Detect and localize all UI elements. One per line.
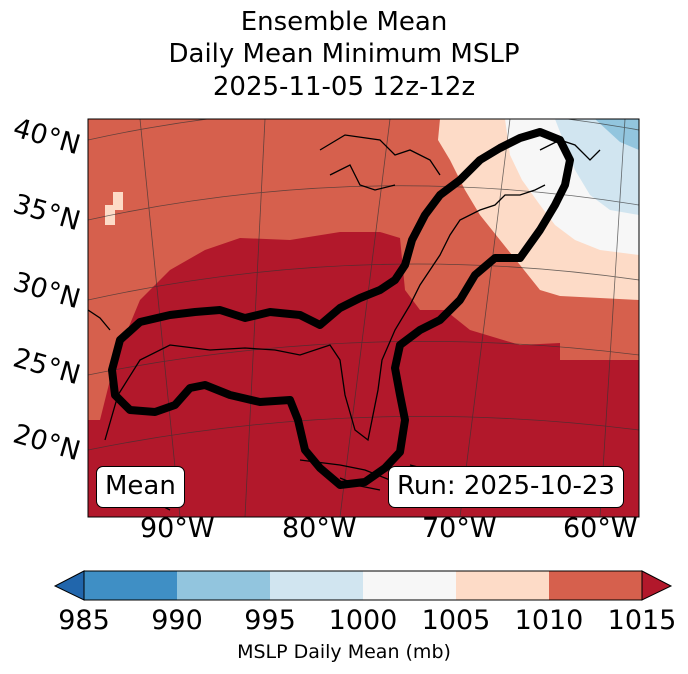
title-line-1: Ensemble Mean [240, 7, 448, 37]
colorbar-cell [549, 571, 643, 600]
colorbar-cell [84, 571, 178, 600]
colorbar-tick-985: 985 [58, 605, 110, 636]
field-995-1000 [555, 119, 639, 215]
run-date-box: Run: 2025-10-23 [388, 466, 624, 508]
field-above-1015 [88, 232, 639, 517]
mean-label-box: Mean [96, 466, 185, 508]
field-990-995 [595, 119, 639, 150]
colorbar-cell [456, 571, 550, 600]
map-field [88, 119, 639, 517]
colorbar-high-extend [641, 570, 673, 601]
colorbar-frame [83, 570, 643, 601]
colorbar-tick-1015: 1015 [607, 605, 677, 636]
lon-label-70w: 70°W [422, 513, 497, 544]
colorbar-low-extend [53, 570, 85, 601]
colorbar-label: MSLP Daily Mean (mb) [237, 641, 451, 663]
colorbar-tick-1005: 1005 [421, 605, 491, 636]
pressure-map [87, 118, 640, 518]
map-frame [87, 118, 640, 518]
lon-label-80w: 80°W [282, 513, 357, 544]
colorbar-tick-995: 995 [244, 605, 296, 636]
title-line-3: 2025-11-05 12z-12z [212, 72, 476, 102]
lon-label-90w: 90°W [140, 513, 215, 544]
colorbar-tick-1010: 1010 [514, 605, 584, 636]
colorbar-cell [363, 571, 457, 600]
field-patch-light [113, 192, 123, 210]
colorbar-tick-990: 990 [151, 605, 203, 636]
field-1010-1015-patch [560, 335, 639, 360]
colorbar-cell [177, 571, 271, 600]
colorbar-tick-1000: 1000 [328, 605, 398, 636]
title-line-2: Daily Mean Minimum MSLP [168, 39, 520, 69]
threshold-contour [108, 128, 574, 489]
colorbar-cell [270, 571, 364, 600]
lon-label-60w: 60°W [563, 513, 638, 544]
